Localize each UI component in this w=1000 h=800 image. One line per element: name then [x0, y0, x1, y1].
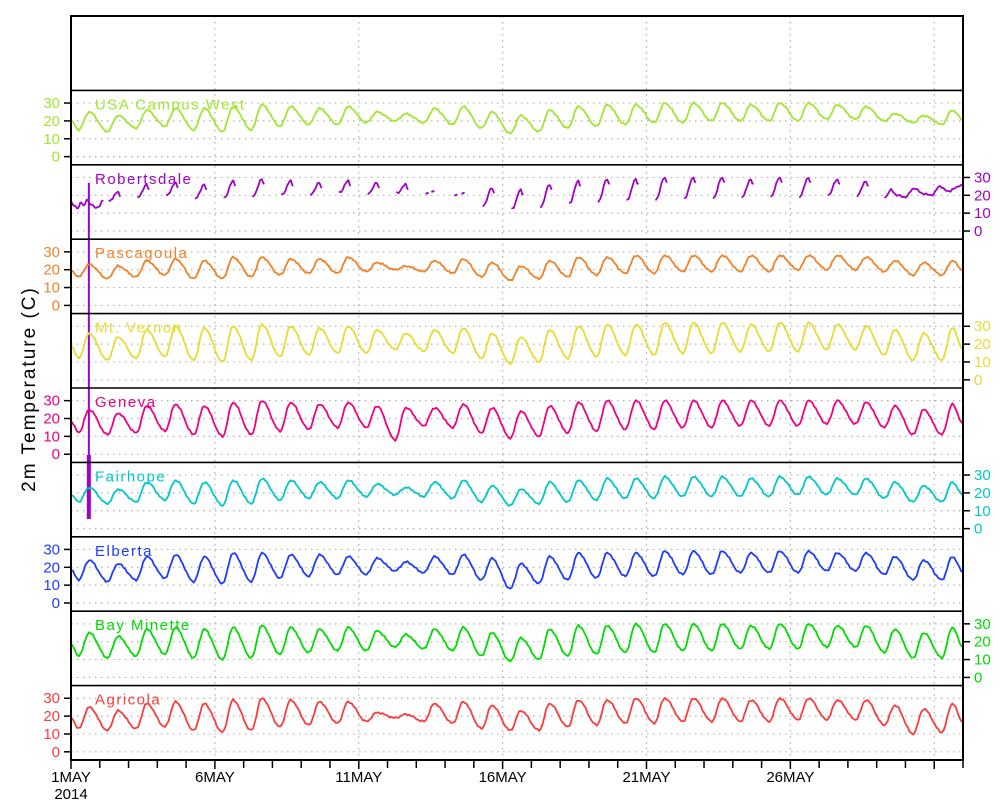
series-line [884, 183, 962, 199]
y-tick-label: 20 [43, 262, 60, 279]
series-line [72, 474, 962, 507]
y-tick-label: 30 [43, 393, 60, 410]
series-line [72, 321, 962, 366]
station-label: USA Campus West [95, 96, 246, 113]
x-tick-label: 26MAY [766, 769, 814, 786]
station-label: Mt. Vernon [95, 320, 183, 337]
series-line [431, 190, 435, 193]
y-tick-label: 0 [974, 521, 982, 538]
y-tick-label: 30 [974, 318, 991, 335]
y-tick-label: 10 [43, 428, 60, 445]
series-line [568, 179, 582, 204]
y-tick-label: 0 [974, 669, 982, 686]
station-label: Agricola [95, 692, 161, 709]
series-line [72, 101, 962, 135]
series-line [309, 181, 323, 196]
series-line [108, 190, 121, 202]
y-tick-label: 20 [43, 559, 60, 576]
series-line [597, 178, 610, 203]
series-line [72, 549, 962, 590]
y-tick-label: 0 [52, 595, 60, 612]
y-tick-label: 30 [43, 690, 60, 707]
x-tick-label: 6MAY [195, 769, 235, 786]
y-tick-label: 10 [43, 726, 60, 743]
series-line [482, 187, 495, 207]
y-tick-label: 0 [974, 223, 982, 240]
station-label: Fairhope [95, 468, 166, 485]
series-line [770, 176, 783, 198]
series-line [655, 176, 668, 201]
series-line [626, 177, 639, 201]
y-tick-label: 20 [974, 336, 991, 353]
series-line [683, 176, 697, 200]
series-line [338, 179, 352, 194]
y-tick-label: 20 [974, 485, 991, 502]
y-tick-label: 0 [52, 149, 60, 166]
series-line [72, 399, 962, 442]
y-tick-label: 0 [52, 446, 60, 463]
y-axis-title: 2m Temperature (C) [19, 286, 40, 492]
y-tick-label: 20 [43, 113, 60, 130]
series-line [223, 179, 236, 199]
series-line [137, 183, 150, 199]
series-line [856, 180, 869, 198]
series-line [72, 254, 962, 282]
series-line [454, 193, 458, 197]
series-line [511, 188, 524, 210]
y-tick-label: 10 [43, 131, 60, 148]
y-tick-label: 20 [43, 411, 60, 428]
y-tick-label: 0 [974, 372, 982, 389]
series-line [72, 697, 962, 736]
x-tick-label: 21MAY [622, 769, 670, 786]
y-tick-label: 30 [974, 467, 991, 484]
series-line [741, 178, 754, 199]
x-axis-year-label: 2014 [54, 786, 87, 800]
series-line [194, 183, 208, 200]
station-label: Pascagoula [95, 245, 188, 262]
y-tick-label: 10 [974, 652, 991, 669]
station-label: Elberta [95, 543, 153, 560]
y-tick-label: 30 [974, 169, 991, 186]
y-tick-label: 30 [974, 616, 991, 633]
y-tick-label: 20 [43, 708, 60, 725]
y-tick-label: 10 [974, 503, 991, 520]
y-tick-label: 20 [974, 634, 991, 651]
series-line [827, 178, 841, 196]
series-line [799, 177, 812, 199]
y-tick-label: 10 [974, 205, 991, 222]
y-tick-label: 10 [974, 354, 991, 371]
series-line [72, 198, 104, 210]
x-tick-label: 1MAY [51, 769, 91, 786]
y-tick-label: 30 [43, 244, 60, 261]
x-tick-label: 16MAY [479, 769, 527, 786]
y-tick-label: 10 [43, 280, 60, 297]
y-tick-label: 30 [43, 95, 60, 112]
series-line [367, 182, 380, 195]
y-tick-label: 0 [52, 297, 60, 314]
y-tick-label: 0 [52, 744, 60, 761]
series-line [712, 176, 726, 200]
x-tick-label: 11MAY [335, 769, 382, 786]
station-label: Bay Minette [95, 617, 191, 634]
station-label: Geneva [95, 394, 157, 411]
series-line [72, 622, 962, 663]
station-label: Robertsdale [95, 171, 192, 188]
series-line [425, 192, 429, 195]
y-tick-label: 30 [43, 541, 60, 558]
series-line [165, 181, 179, 197]
series-line [396, 182, 409, 195]
y-tick-label: 20 [974, 187, 991, 204]
series-line [461, 192, 465, 195]
series-line [280, 179, 294, 196]
series-line [252, 178, 265, 198]
y-tick-label: 10 [43, 577, 60, 594]
series-line [540, 184, 553, 209]
